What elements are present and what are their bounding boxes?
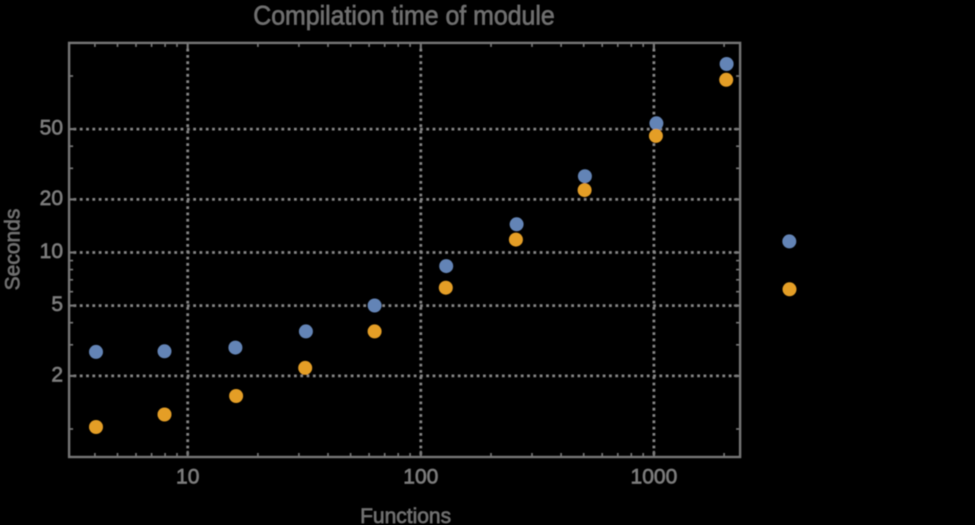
svg-text:20: 20 — [40, 187, 63, 210]
svg-text:100: 100 — [403, 466, 438, 489]
svg-text:5: 5 — [51, 293, 63, 316]
svg-text:Compilation time of module: Compilation time of module — [253, 0, 555, 30]
svg-text:Functions: Functions — [360, 505, 451, 525]
svg-text:Seconds: Seconds — [2, 209, 25, 291]
svg-text:1000: 1000 — [631, 466, 678, 489]
svg-text:2: 2 — [51, 364, 63, 387]
svg-text:10: 10 — [176, 466, 199, 489]
svg-text:10: 10 — [40, 240, 63, 263]
svg-text:50: 50 — [40, 117, 63, 140]
